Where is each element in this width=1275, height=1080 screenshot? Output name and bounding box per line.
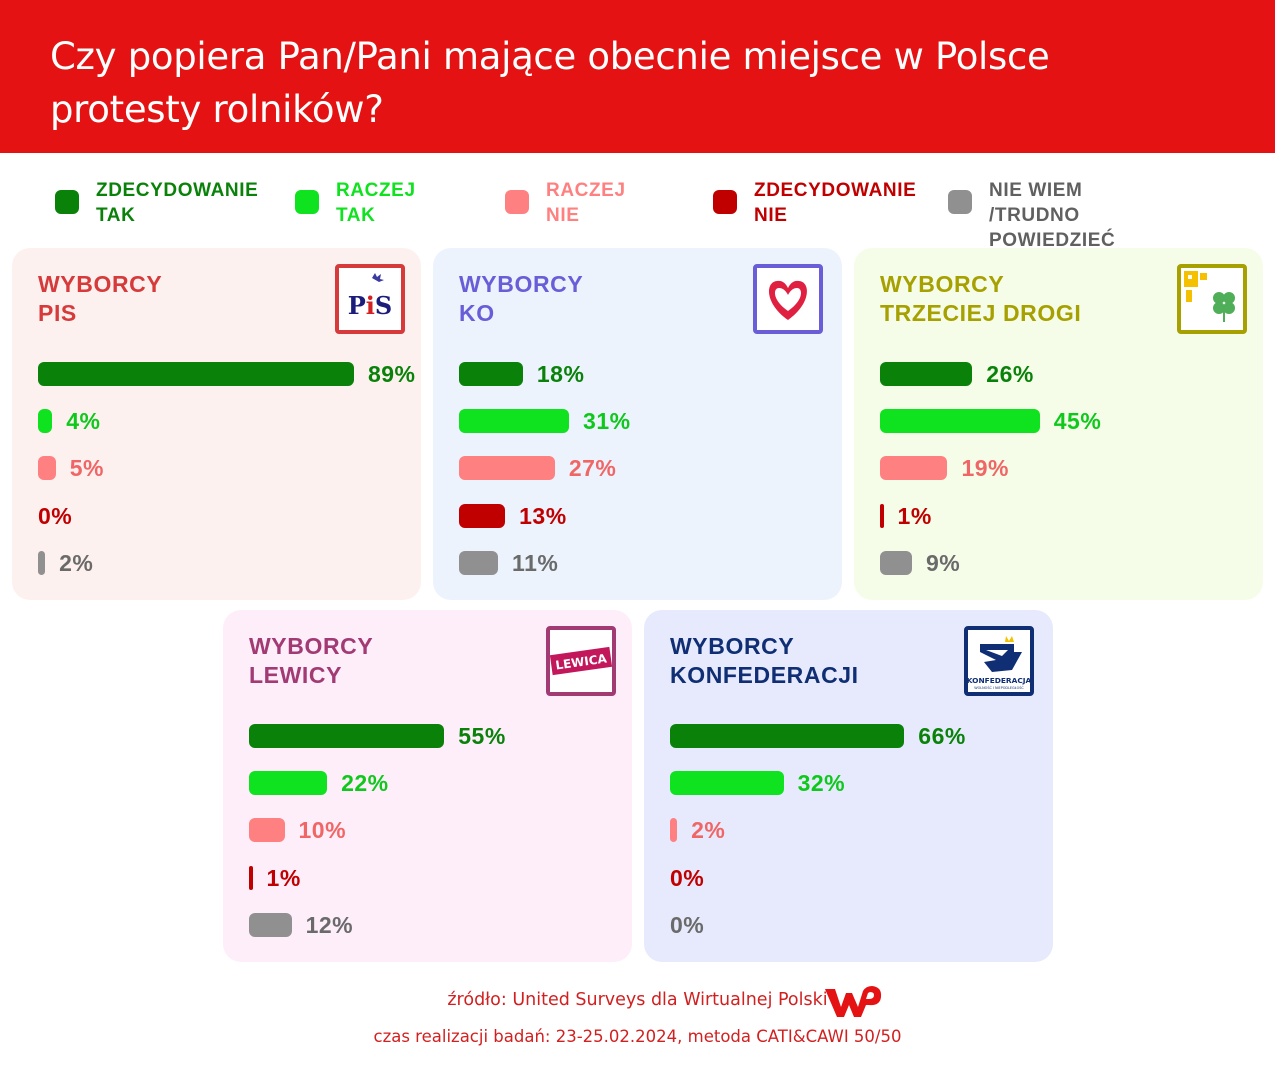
bar bbox=[880, 504, 884, 528]
chart-title: WYBORCY PIS bbox=[38, 270, 162, 328]
bar bbox=[459, 551, 499, 575]
legend-swatch bbox=[948, 190, 972, 214]
data-label: 55% bbox=[458, 723, 506, 749]
bar bbox=[880, 362, 973, 386]
chart-title: WYBORCY LEWICY bbox=[249, 632, 373, 690]
data-label: 13% bbox=[519, 503, 567, 529]
bar bbox=[670, 771, 784, 795]
bar bbox=[670, 818, 678, 842]
data-label: 18% bbox=[536, 361, 585, 387]
bar bbox=[38, 551, 46, 575]
chart-title: WYBORCY KO bbox=[459, 270, 583, 328]
wp-logo-icon bbox=[825, 986, 882, 1017]
chart-title-line: TRZECIEJ DROGI bbox=[880, 300, 1082, 326]
data-label: 11% bbox=[512, 550, 559, 576]
bar bbox=[38, 409, 53, 433]
bar bbox=[249, 771, 328, 795]
legend-swatch bbox=[713, 190, 737, 214]
konfederacja-logo-icon: KONFEDERACJA WOLNOŚĆ I NIEPODLEGŁOŚĆ bbox=[964, 626, 1034, 696]
chart-card: WYBORCY KO 18% 31% 27% 13% 11% bbox=[433, 248, 842, 600]
svg-text:WOLNOŚĆ I NIEPODLEGŁOŚĆ: WOLNOŚĆ I NIEPODLEGŁOŚĆ bbox=[974, 685, 1024, 690]
bar bbox=[249, 866, 253, 890]
bar bbox=[459, 504, 506, 528]
legend-label: ZDECYDOWANIE NIE bbox=[754, 180, 917, 226]
data-label: 45% bbox=[1053, 408, 1102, 434]
bar bbox=[249, 913, 292, 937]
data-label: 0% bbox=[670, 912, 705, 938]
legend-swatch bbox=[295, 190, 319, 214]
chart-title: WYBORCY TRZECIEJ DROGI bbox=[880, 270, 1081, 328]
data-label: 89% bbox=[367, 361, 416, 387]
chart-title-line: WYBORCY bbox=[249, 633, 374, 659]
svg-text:PiS: PiS bbox=[348, 291, 393, 320]
chart-title-line: WYBORCY bbox=[38, 271, 163, 297]
bar bbox=[670, 724, 905, 748]
trzecia-droga-logo-icon bbox=[1177, 264, 1247, 334]
data-label: 26% bbox=[986, 361, 1034, 387]
bar bbox=[249, 818, 285, 842]
data-label: 1% bbox=[266, 865, 301, 891]
lewica-logo-icon: LEWICA bbox=[546, 626, 616, 696]
data-label: 32% bbox=[797, 770, 846, 796]
page-title: Czy popiera Pan/Pani mające obecnie miej… bbox=[50, 35, 1050, 131]
data-label: 2% bbox=[59, 550, 94, 576]
data-label: 31% bbox=[583, 408, 631, 434]
data-label: 0% bbox=[670, 865, 705, 891]
legend-label: ZDECYDOWANIE TAK bbox=[96, 180, 259, 226]
pis-logo-icon: PiS bbox=[335, 264, 405, 334]
chart-title: WYBORCY KONFEDERACJI bbox=[670, 632, 859, 690]
data-label: 27% bbox=[568, 455, 617, 481]
chart-title-line: WYBORCY bbox=[880, 271, 1005, 297]
bar bbox=[38, 456, 56, 480]
bar bbox=[249, 724, 445, 748]
data-label: 66% bbox=[918, 723, 966, 749]
data-label: 9% bbox=[925, 550, 961, 576]
legend-swatch bbox=[505, 190, 529, 214]
footer-method: czas realizacji badań: 23-25.02.2024, me… bbox=[373, 1027, 902, 1046]
bar bbox=[459, 409, 570, 433]
data-label: 5% bbox=[69, 455, 104, 481]
footer-source: źródło: United Surveys dla Wirtualnej Po… bbox=[447, 990, 828, 1010]
legend-label: RACZEJ TAK bbox=[336, 180, 416, 226]
bar bbox=[38, 362, 354, 386]
chart-title-line: PIS bbox=[38, 300, 77, 326]
chart-title-line: KONFEDERACJI bbox=[670, 662, 859, 688]
chart-title-line: WYBORCY bbox=[459, 271, 584, 297]
legend-label: NIE WIEM /TRUDNO POWIEDZIEĆ bbox=[989, 180, 1116, 251]
chart-card: WYBORCY KONFEDERACJI KONFEDERACJA WOLNOŚĆ I… bbox=[644, 610, 1053, 962]
bar bbox=[459, 456, 555, 480]
chart-title-line: WYBORCY bbox=[670, 633, 795, 659]
chart-card: WYBORCY LEWICY LEWICA 55% 22% 10% 1% 12% bbox=[223, 610, 632, 962]
legend-label: RACZEJ NIE bbox=[546, 180, 626, 226]
data-label: 4% bbox=[66, 408, 101, 434]
data-label: 19% bbox=[961, 455, 1009, 481]
data-label: 10% bbox=[298, 817, 347, 843]
ko-heart-logo-icon bbox=[753, 264, 823, 334]
legend-swatch bbox=[55, 190, 79, 214]
data-label: 12% bbox=[305, 912, 354, 938]
bar bbox=[880, 409, 1040, 433]
data-label: 22% bbox=[341, 770, 389, 796]
data-label: 2% bbox=[691, 817, 726, 843]
chart-title-line: KO bbox=[459, 300, 495, 326]
bar bbox=[880, 551, 912, 575]
data-label: 0% bbox=[38, 503, 73, 529]
bar bbox=[459, 362, 523, 386]
chart-card: WYBORCY TRZECIEJ DROGI 26% 45% 19% 1% 9% bbox=[854, 248, 1263, 600]
header-banner: Czy popiera Pan/Pani mające obecnie miej… bbox=[0, 0, 1275, 153]
bar bbox=[880, 456, 948, 480]
data-label: 1% bbox=[897, 503, 932, 529]
svg-text:KONFEDERACJA: KONFEDERACJA bbox=[968, 676, 1030, 685]
chart-card: WYBORCY PIS PiS 89% 4% 5% 0% 2% bbox=[12, 248, 421, 600]
chart-title-line: LEWICY bbox=[249, 662, 343, 688]
